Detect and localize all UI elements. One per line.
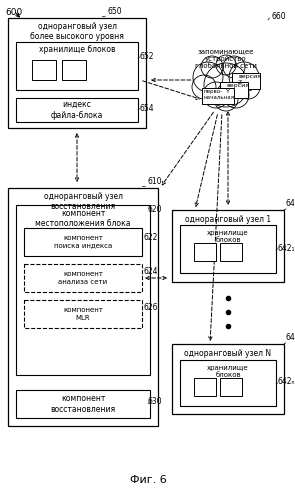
Text: 654: 654 [140, 103, 155, 112]
Circle shape [201, 56, 223, 78]
Text: версия
Z: версия Z [238, 74, 261, 85]
FancyBboxPatch shape [8, 188, 158, 426]
Text: 620: 620 [148, 205, 163, 214]
Text: 630: 630 [148, 398, 163, 407]
FancyBboxPatch shape [8, 18, 146, 128]
FancyBboxPatch shape [172, 344, 284, 414]
FancyBboxPatch shape [220, 82, 248, 98]
Text: 640₁: 640₁ [286, 199, 295, 208]
FancyBboxPatch shape [220, 378, 242, 396]
Text: одноранговый узел N: одноранговый узел N [184, 349, 272, 358]
Text: перво-
начальная: перво- начальная [204, 89, 235, 100]
Text: одноранговый узел 1: одноранговый узел 1 [185, 215, 271, 224]
Text: Фиг. 6: Фиг. 6 [130, 475, 166, 485]
FancyBboxPatch shape [62, 60, 86, 80]
Text: одноранговый узел
более высокого уровня: одноранговый узел более высокого уровня [30, 22, 124, 41]
FancyBboxPatch shape [24, 300, 142, 328]
Text: компонент
местоположения блока: компонент местоположения блока [35, 209, 131, 229]
Text: компонент
MLR: компонент MLR [63, 307, 103, 320]
FancyBboxPatch shape [194, 243, 216, 261]
Text: 624: 624 [144, 267, 158, 276]
FancyBboxPatch shape [172, 210, 284, 282]
Circle shape [214, 87, 238, 111]
Text: 660: 660 [272, 11, 287, 20]
Circle shape [223, 82, 249, 108]
Circle shape [204, 63, 248, 107]
FancyBboxPatch shape [16, 42, 138, 90]
Text: версия
Y: версия Y [226, 83, 249, 94]
Text: 626: 626 [144, 303, 158, 312]
FancyBboxPatch shape [16, 98, 138, 122]
Text: запоминающее
устройство
глобальной сети: запоминающее устройство глобальной сети [195, 48, 257, 68]
FancyBboxPatch shape [180, 225, 276, 273]
Text: компонент
поиска индекса: компонент поиска индекса [54, 236, 112, 249]
Circle shape [193, 62, 223, 92]
Text: хранилище
блоков: хранилище блоков [207, 230, 249, 243]
Text: 622: 622 [144, 234, 158, 243]
FancyBboxPatch shape [202, 88, 234, 104]
Text: хранилище
блоков: хранилище блоков [207, 365, 249, 378]
FancyBboxPatch shape [32, 60, 56, 80]
Text: 610: 610 [148, 177, 163, 186]
Circle shape [229, 62, 259, 92]
Text: 642ₙ: 642ₙ [278, 378, 295, 387]
Circle shape [236, 75, 260, 99]
Text: компонент
анализа сети: компонент анализа сети [58, 271, 108, 284]
Text: 640ₙ: 640ₙ [286, 333, 295, 342]
Circle shape [223, 56, 245, 78]
Text: хранилище блоков: хранилище блоков [39, 45, 115, 54]
FancyBboxPatch shape [16, 390, 150, 418]
Text: 600: 600 [5, 8, 22, 17]
FancyBboxPatch shape [24, 264, 142, 292]
Text: 650: 650 [108, 7, 123, 16]
Text: 652: 652 [140, 51, 155, 60]
Text: 642₁: 642₁ [278, 244, 295, 252]
Text: компонент
восстановления: компонент восстановления [50, 394, 116, 414]
Text: одноранговый узел
восстановления: одноранговый узел восстановления [43, 192, 122, 212]
FancyBboxPatch shape [24, 228, 142, 256]
Text: индекс
файла-блока: индекс файла-блока [51, 100, 103, 120]
FancyBboxPatch shape [220, 243, 242, 261]
FancyBboxPatch shape [16, 205, 150, 375]
FancyBboxPatch shape [194, 378, 216, 396]
Circle shape [192, 75, 216, 99]
Circle shape [216, 55, 236, 75]
FancyBboxPatch shape [180, 360, 276, 406]
FancyBboxPatch shape [232, 73, 260, 89]
Circle shape [203, 82, 229, 108]
